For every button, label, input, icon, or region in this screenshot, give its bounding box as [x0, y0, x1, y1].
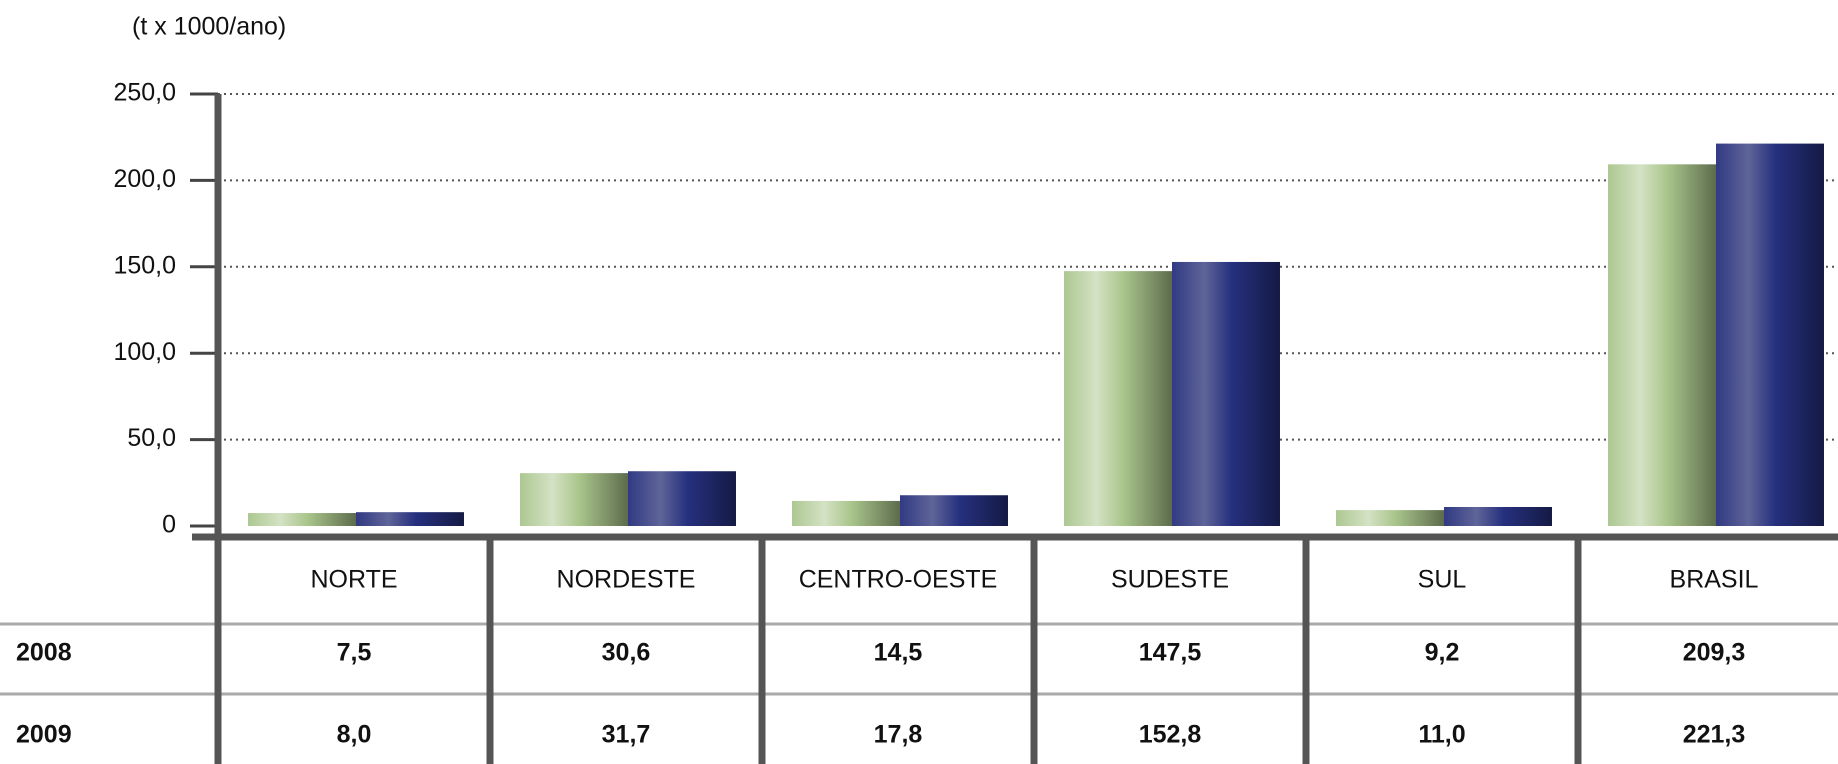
bar	[1336, 510, 1444, 526]
y-tick-label: 0	[162, 511, 176, 539]
y-tick-label: 200,0	[113, 165, 176, 193]
bar	[356, 512, 464, 526]
bar	[1608, 164, 1716, 527]
data-label: 7,5	[337, 639, 372, 667]
legend-label: 2009	[16, 721, 72, 749]
bar	[1064, 271, 1172, 526]
bar	[1716, 143, 1824, 526]
x-tick-label: SUDESTE	[1111, 566, 1229, 594]
bar	[1444, 506, 1552, 526]
x-tick-label: SUL	[1418, 566, 1467, 594]
data-label: 30,6	[602, 639, 651, 667]
bar	[248, 513, 356, 526]
data-label: 11,0	[1418, 721, 1465, 749]
y-tick-label: 250,0	[113, 79, 176, 107]
data-label: 221,3	[1683, 721, 1746, 749]
data-label: 8,0	[337, 721, 372, 749]
x-tick-label: NORDESTE	[557, 566, 696, 594]
data-label: 9,2	[1425, 639, 1460, 667]
bar	[792, 500, 900, 526]
y-tick-label: 150,0	[113, 251, 176, 279]
x-tick-label: NORTE	[310, 566, 397, 594]
data-label: 14,5	[874, 639, 923, 667]
x-tick-label: BRASIL	[1670, 566, 1759, 594]
y-tick-label: 50,0	[127, 424, 176, 452]
data-label: 17,8	[874, 721, 923, 749]
bar	[628, 471, 736, 526]
legend-label: 2008	[16, 639, 72, 667]
data-label: 152,8	[1139, 721, 1202, 749]
bar	[1172, 261, 1280, 526]
data-label: 31,7	[602, 721, 651, 749]
chart-title: (t x 1000/ano)	[132, 13, 286, 41]
data-label: 147,5	[1139, 639, 1202, 667]
y-tick-label: 100,0	[113, 338, 176, 366]
bar	[520, 473, 628, 526]
bar	[900, 495, 1008, 526]
data-label: 209,3	[1683, 639, 1746, 667]
x-tick-label: CENTRO-OESTE	[799, 566, 998, 594]
